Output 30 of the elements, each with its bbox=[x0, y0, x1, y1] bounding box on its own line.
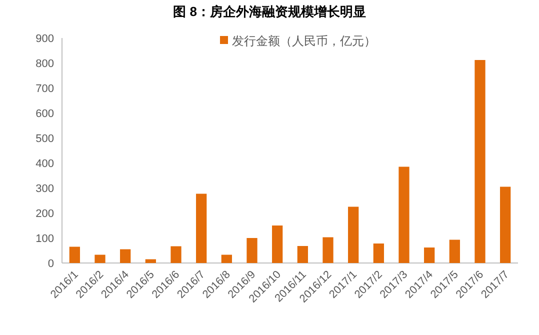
bar bbox=[69, 246, 80, 263]
bar bbox=[170, 246, 182, 263]
bar bbox=[500, 186, 511, 263]
y-tick-label: 300 bbox=[36, 183, 54, 195]
bar bbox=[348, 206, 359, 263]
bar bbox=[449, 240, 460, 263]
bar bbox=[145, 259, 156, 263]
y-tick-label: 200 bbox=[36, 208, 54, 220]
y-tick-label: 800 bbox=[36, 58, 54, 70]
bar bbox=[221, 254, 232, 263]
y-tick-label: 600 bbox=[36, 108, 54, 120]
bar bbox=[246, 238, 258, 263]
bar bbox=[94, 254, 106, 263]
y-tick-label: 500 bbox=[36, 133, 54, 145]
y-tick-label: 900 bbox=[36, 33, 54, 45]
bar bbox=[196, 194, 207, 263]
y-tick-label: 700 bbox=[36, 83, 54, 95]
bar bbox=[398, 166, 410, 263]
bar bbox=[297, 246, 308, 263]
bar bbox=[120, 249, 131, 263]
y-tick-label: 100 bbox=[36, 233, 54, 245]
bar bbox=[272, 226, 283, 263]
y-tick-label: 400 bbox=[36, 158, 54, 170]
chart-title: 图 8：房企外海融资规模增长明显 bbox=[173, 4, 366, 19]
y-tick-label: 0 bbox=[48, 258, 54, 270]
bar bbox=[474, 60, 486, 263]
bar bbox=[322, 237, 334, 263]
legend-label: 发行金额（人民币，亿元） bbox=[232, 34, 376, 48]
bar bbox=[424, 248, 435, 263]
bar bbox=[373, 244, 384, 263]
